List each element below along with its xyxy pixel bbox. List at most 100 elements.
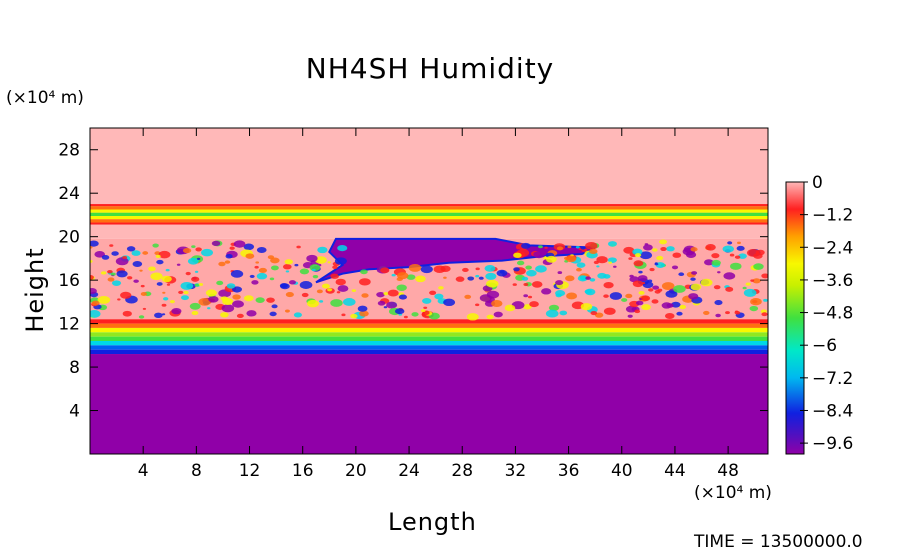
turbulence-speck (516, 260, 525, 266)
x-tick-label: 32 (505, 461, 527, 481)
turbulence-speck (742, 286, 747, 290)
turbulence-speck (585, 276, 591, 280)
humidity-field (90, 128, 768, 454)
turbulence-speck (138, 315, 145, 319)
turbulence-speck (566, 292, 578, 300)
turbulence-speck (659, 239, 667, 245)
turbulence-speck (140, 284, 145, 288)
turbulence-speck (736, 245, 745, 251)
y-axis-unit: (×10⁴ m) (6, 88, 84, 108)
turbulence-speck (541, 288, 552, 295)
turbulence-speck (660, 247, 667, 252)
turbulence-speck (704, 259, 714, 266)
turbulence-speck (285, 270, 290, 273)
turbulence-speck (737, 241, 741, 245)
turbulence-speck (594, 312, 604, 318)
turbulence-speck (140, 292, 147, 296)
turbulence-speck (690, 277, 696, 281)
turbulence-speck (643, 244, 653, 251)
turbulence-speck (651, 299, 659, 304)
turbulence-speck (230, 270, 244, 278)
turbulence-speck (266, 297, 275, 303)
turbulence-speck (475, 274, 480, 278)
turbulence-speck (133, 279, 139, 283)
turbulence-speck (169, 300, 175, 304)
turbulence-speck (284, 309, 290, 313)
band-lower-green (90, 336, 768, 341)
band-upper-red-bottom (90, 222, 768, 225)
turbulence-speck (100, 271, 107, 275)
turbulence-speck (438, 286, 444, 290)
turbulence-speck (523, 294, 529, 298)
turbulence-speck (661, 302, 672, 309)
turbulence-speck (233, 240, 246, 248)
turbulence-speck (243, 243, 255, 251)
turbulence-speck (142, 307, 147, 310)
turbulence-speck (397, 272, 409, 280)
turbulence-speck (493, 311, 503, 318)
turbulence-speck (359, 310, 369, 317)
turbulence-speck (466, 313, 479, 321)
turbulence-speck (107, 269, 113, 274)
turbulence-speck (559, 310, 568, 316)
turbulence-speck (580, 246, 586, 250)
turbulence-speck (440, 265, 451, 272)
turbulence-speck (761, 312, 768, 317)
turbulence-speck (221, 304, 235, 313)
turbulence-speck (132, 261, 143, 268)
turbulence-speck (575, 246, 580, 249)
turbulence-speck (729, 253, 735, 257)
turbulence-speck (513, 252, 522, 258)
turbulence-speck (475, 267, 480, 271)
turbulence-speck (429, 290, 437, 296)
turbulence-speck (288, 280, 296, 285)
x-tick-label: 16 (292, 461, 314, 481)
turbulence-speck (327, 288, 333, 292)
turbulence-speck (336, 291, 341, 294)
turbulence-speck (637, 275, 648, 282)
turbulence-speck (623, 246, 635, 254)
turbulence-speck (665, 290, 678, 298)
turbulence-speck (544, 246, 548, 249)
turbulence-speck (255, 261, 260, 264)
plot-frame (89, 127, 769, 455)
turbulence-speck (625, 293, 633, 299)
turbulence-speck (589, 248, 598, 255)
band-lower-orange (90, 323, 768, 328)
turbulence-speck (644, 243, 649, 246)
x-tick-label: 12 (239, 461, 261, 481)
turbulence-speck (161, 313, 166, 316)
y-tick-label: 12 (58, 315, 80, 335)
turbulence-speck (270, 265, 279, 271)
turbulence-speck (256, 246, 267, 254)
turbulence-speck (641, 304, 651, 311)
turbulence-speck (486, 314, 494, 320)
turbulence-speck (521, 276, 529, 281)
turbulence-speck (208, 296, 219, 303)
turbulence-speck (676, 311, 683, 316)
turbulence-speck (672, 252, 682, 258)
turbulence-speck (317, 246, 328, 254)
turbulence-speck (383, 292, 389, 296)
turbulence-speck (90, 287, 97, 294)
turbulence-speck (420, 265, 433, 274)
turbulence-speck (654, 262, 659, 266)
band-upper-orange-bottom (90, 219, 768, 223)
turbulence-speck (245, 253, 255, 259)
turbulence-speck (685, 251, 697, 258)
y-tick-label: 8 (69, 358, 80, 378)
turbulence-speck (311, 268, 316, 272)
turbulence-speck (181, 295, 189, 301)
turbulence-speck (182, 247, 192, 254)
turbulence-speck (321, 283, 330, 289)
turbulence-speck (150, 272, 163, 281)
turbulence-speck (249, 274, 255, 278)
turbulence-speck (761, 273, 768, 279)
turbulence-speck (319, 300, 324, 303)
turbulence-speck (226, 283, 236, 289)
turbulence-speck (593, 260, 599, 265)
turbulence-speck (162, 291, 166, 294)
turbulence-speck (122, 310, 132, 317)
turbulence-speck (391, 273, 396, 277)
turbulence-speck (577, 275, 588, 282)
